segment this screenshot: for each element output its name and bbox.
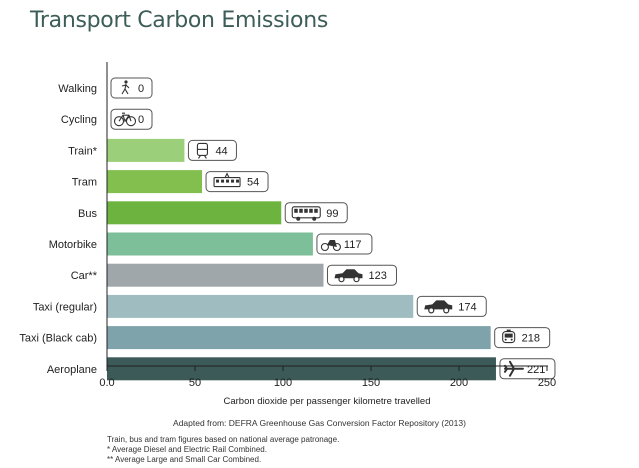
x-tick-label: 150 (362, 377, 380, 389)
chart-title: Transport Carbon Emissions (30, 8, 329, 33)
bus-icon (291, 206, 321, 221)
value-label: 54 (247, 177, 259, 189)
bar (107, 232, 313, 256)
bar (107, 201, 282, 225)
bar (107, 357, 496, 381)
category-label: Cycling (61, 114, 97, 126)
value-callout: 174 (416, 295, 487, 317)
motorbike-icon (320, 240, 341, 252)
footnote-train: * Average Diesel and Electric Rail Combi… (107, 445, 267, 454)
value-callout: 0 (110, 108, 153, 130)
train-icon (196, 142, 208, 159)
value-label: 44 (215, 145, 227, 157)
x-tick-label: 100 (274, 377, 292, 389)
aeroplane-icon (503, 360, 524, 377)
tram-icon (213, 172, 241, 188)
bar (107, 263, 324, 287)
bar (107, 170, 203, 194)
category-label: Tram (72, 177, 97, 189)
value-label: 0 (138, 114, 144, 126)
value-callout: 99 (284, 202, 348, 224)
value-label: 99 (326, 208, 338, 220)
value-callout: 54 (205, 171, 269, 193)
x-axis-label: Carbon dioxide per passenger kilometre t… (223, 396, 430, 407)
walking-person-icon (121, 80, 130, 95)
category-label: Motorbike (49, 239, 97, 251)
value-label: 123 (368, 270, 386, 282)
x-tick-label: 250 (538, 377, 556, 389)
value-label: 174 (458, 301, 476, 313)
value-label: 221 (527, 364, 545, 376)
category-label: Taxi (regular) (33, 301, 97, 313)
value-callout: 0 (110, 77, 153, 99)
value-label: 117 (344, 239, 362, 251)
category-label: Car** (71, 270, 98, 282)
x-tick-label: 50 (189, 377, 201, 389)
source-note: Adapted from: DEFRA Greenhouse Gas Conve… (173, 418, 466, 428)
footnote-car: ** Average Large and Small Car Combined. (107, 455, 262, 464)
footnote-patronage: Train, bus and tram figures based on nat… (107, 435, 340, 444)
category-label: Walking (58, 83, 97, 95)
value-callout: 123 (326, 264, 397, 286)
category-label: Aeroplane (47, 364, 97, 376)
x-tick-label: 0.0 (99, 377, 114, 389)
value-callout: 221 (499, 358, 556, 380)
car-icon (334, 269, 363, 283)
category-label: Taxi (Black cab) (19, 333, 97, 345)
value-callout: 117 (316, 233, 373, 255)
bar (107, 294, 414, 318)
x-tick-label: 200 (450, 377, 468, 389)
value-callout: 44 (187, 139, 237, 161)
taxi-car-icon (424, 300, 453, 314)
value-label: 218 (522, 333, 540, 345)
category-label: Train* (68, 145, 98, 157)
value-label: 0 (138, 83, 144, 95)
bar (107, 138, 185, 162)
black-cab-icon (502, 329, 516, 344)
bicycle-icon (113, 112, 137, 127)
value-callout: 218 (494, 327, 551, 349)
category-label: Bus (78, 208, 97, 220)
bar (107, 326, 491, 350)
